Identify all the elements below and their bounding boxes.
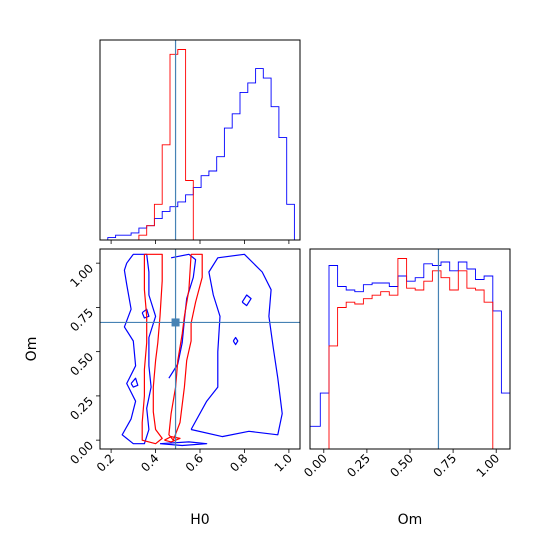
contour-x-tick-label: 0.2: [94, 451, 117, 474]
h0-om-contour-panel: 0.2 0.4 0.6 0.8 1.0 0.00 0.25 0.50 0.75 1.00: [67, 248, 301, 475]
contour-line-blue: [190, 253, 283, 438]
contour-line-blue: [121, 253, 157, 445]
contour-line-blue: [141, 308, 150, 319]
om-histogram-plot-area: [310, 249, 510, 449]
om-histogram-x-tick-label: 0.00: [301, 451, 330, 480]
contour-x-tick-label: 0.8: [227, 451, 250, 474]
om-histogram-x-tick-label: 0.50: [387, 451, 416, 480]
om-histogram-x-tick-label: 0.25: [344, 451, 373, 480]
contour-y-tick-label: 1.00: [67, 261, 96, 290]
x-axis-label-h0: H0: [190, 512, 209, 528]
contour-frame: [99, 248, 301, 450]
om-histogram-x-tick-label: 0.75: [430, 451, 459, 480]
contour-line-red: [141, 253, 163, 445]
contour-y-tick-label: 0.00: [67, 438, 96, 467]
y-axis-label-om: Om: [24, 337, 40, 362]
om-histogram-x-tick-label: 1.00: [474, 451, 503, 480]
om-histogram-red-series: [310, 258, 510, 449]
contour-line-blue: [232, 336, 239, 346]
om-histogram-frame: [309, 248, 511, 450]
h0-histogram-frame: [99, 39, 301, 241]
contour-line-red: [164, 436, 181, 443]
contour-line-blue: [168, 253, 197, 379]
contour-x-tick-label: 0.4: [138, 451, 161, 474]
contour-x-tick-label: 0.6: [183, 451, 206, 474]
contour-x-tick-label: 1.0: [272, 451, 295, 474]
contour-line-blue: [159, 441, 208, 447]
contour-y-tick-label: 0.75: [67, 306, 96, 335]
om-histogram-blue-series: [310, 261, 510, 449]
contour-y-tick-label: 0.25: [67, 394, 96, 423]
contour-plot-area: [100, 249, 300, 449]
contour-line-red: [168, 253, 203, 441]
h0-histogram-blue-series: [100, 68, 295, 240]
x-axis-label-om: Om: [398, 512, 423, 528]
contour-line-blue: [130, 377, 139, 388]
contour-truth-marker: [171, 318, 180, 327]
h0-histogram-panel: [99, 39, 301, 244]
h0-histogram-red-series: [100, 49, 295, 240]
om-histogram-panel: 0.00 0.25 0.50 0.75 1.00: [301, 248, 511, 480]
h0-histogram-plot-area: [100, 40, 295, 240]
contour-line-blue: [241, 294, 252, 307]
contour-y-tick-label: 0.50: [67, 350, 96, 379]
